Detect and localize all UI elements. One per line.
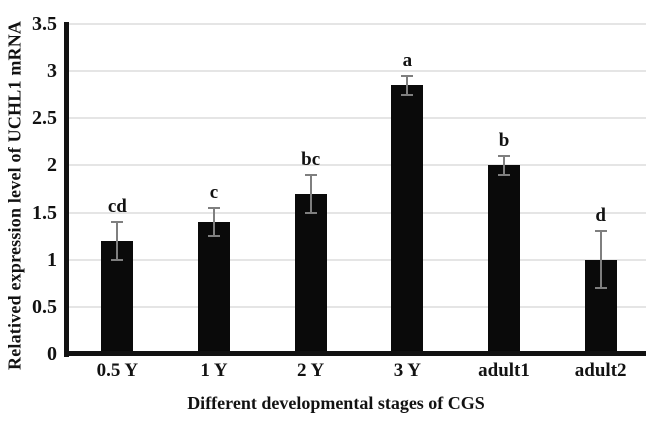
significance-letter: a xyxy=(402,49,413,71)
x-tick-label: 2 Y xyxy=(297,360,325,381)
gridline xyxy=(66,258,646,261)
x-tick-label: 0.5 Y xyxy=(96,360,139,381)
significance-letter: c xyxy=(209,181,219,203)
error-bar-cap-top xyxy=(594,230,607,233)
significance-letter: cd xyxy=(107,196,127,217)
significance-letter: b xyxy=(498,130,510,151)
error-bar xyxy=(503,156,505,175)
y-tick-label: 2 xyxy=(47,154,57,177)
y-tick-label: 1 xyxy=(47,248,57,271)
error-bar-cap-bottom xyxy=(594,287,607,289)
bar-2-y xyxy=(294,193,327,354)
gridline xyxy=(66,70,646,73)
x-tick-label: 3 Y xyxy=(393,360,421,381)
bar-adult1 xyxy=(488,165,520,354)
y-tick-label: 2.5 xyxy=(32,107,57,130)
gridline xyxy=(66,164,646,167)
y-tick-label: 1.5 xyxy=(32,201,57,224)
error-bar-cap-bottom xyxy=(304,211,317,214)
error-bar-cap-bottom xyxy=(498,173,510,176)
x-tick-label: 1 Y xyxy=(200,360,228,381)
gridline xyxy=(66,211,646,214)
error-bar xyxy=(309,174,312,213)
bar-3-y xyxy=(391,85,424,354)
gridline xyxy=(66,305,646,308)
x-tick-label: adult1 xyxy=(478,360,530,381)
error-bar-cap-bottom xyxy=(208,235,220,238)
y-axis-line xyxy=(64,22,69,357)
y-tick-label: 0.5 xyxy=(32,295,57,318)
error-bar-cap-top xyxy=(304,173,317,176)
x-axis-line xyxy=(64,351,646,356)
error-bar xyxy=(599,231,602,288)
error-bar xyxy=(213,207,215,237)
significance-letter: bc xyxy=(301,148,321,170)
error-bar-cap-bottom xyxy=(401,93,414,96)
error-bar-cap-top xyxy=(111,221,124,223)
x-axis-title: Different developmental stages of CGS xyxy=(187,393,485,413)
error-bar-cap-top xyxy=(401,74,414,77)
y-tick-label: 3 xyxy=(47,60,57,83)
error-bar-cap-top xyxy=(498,155,510,157)
x-tick-label: adult2 xyxy=(574,360,627,381)
error-bar-cap-top xyxy=(208,206,220,209)
error-bar-cap-bottom xyxy=(111,258,124,261)
gridline xyxy=(66,23,646,25)
significance-letter: d xyxy=(595,205,606,227)
gridline xyxy=(66,117,646,120)
bar-1-y xyxy=(198,222,230,354)
error-bar xyxy=(116,222,119,260)
y-tick-label: 0 xyxy=(47,343,57,365)
y-tick-label: 3.5 xyxy=(32,13,57,35)
error-bar xyxy=(406,75,409,95)
